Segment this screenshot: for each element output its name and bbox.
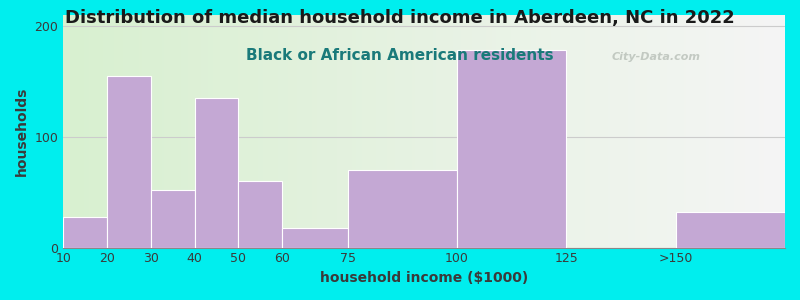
- Bar: [194, 98, 238, 248]
- Bar: [63, 217, 107, 248]
- Bar: [282, 228, 348, 247]
- Bar: [676, 212, 785, 248]
- Text: Distribution of median household income in Aberdeen, NC in 2022: Distribution of median household income …: [65, 9, 735, 27]
- Bar: [348, 170, 457, 248]
- Bar: [150, 190, 194, 248]
- Y-axis label: households: households: [15, 87, 29, 176]
- X-axis label: household income ($1000): household income ($1000): [320, 271, 528, 285]
- Bar: [238, 181, 282, 248]
- Bar: [107, 76, 150, 248]
- Text: City-Data.com: City-Data.com: [612, 52, 701, 62]
- Text: Black or African American residents: Black or African American residents: [246, 48, 554, 63]
- Bar: [457, 50, 566, 247]
